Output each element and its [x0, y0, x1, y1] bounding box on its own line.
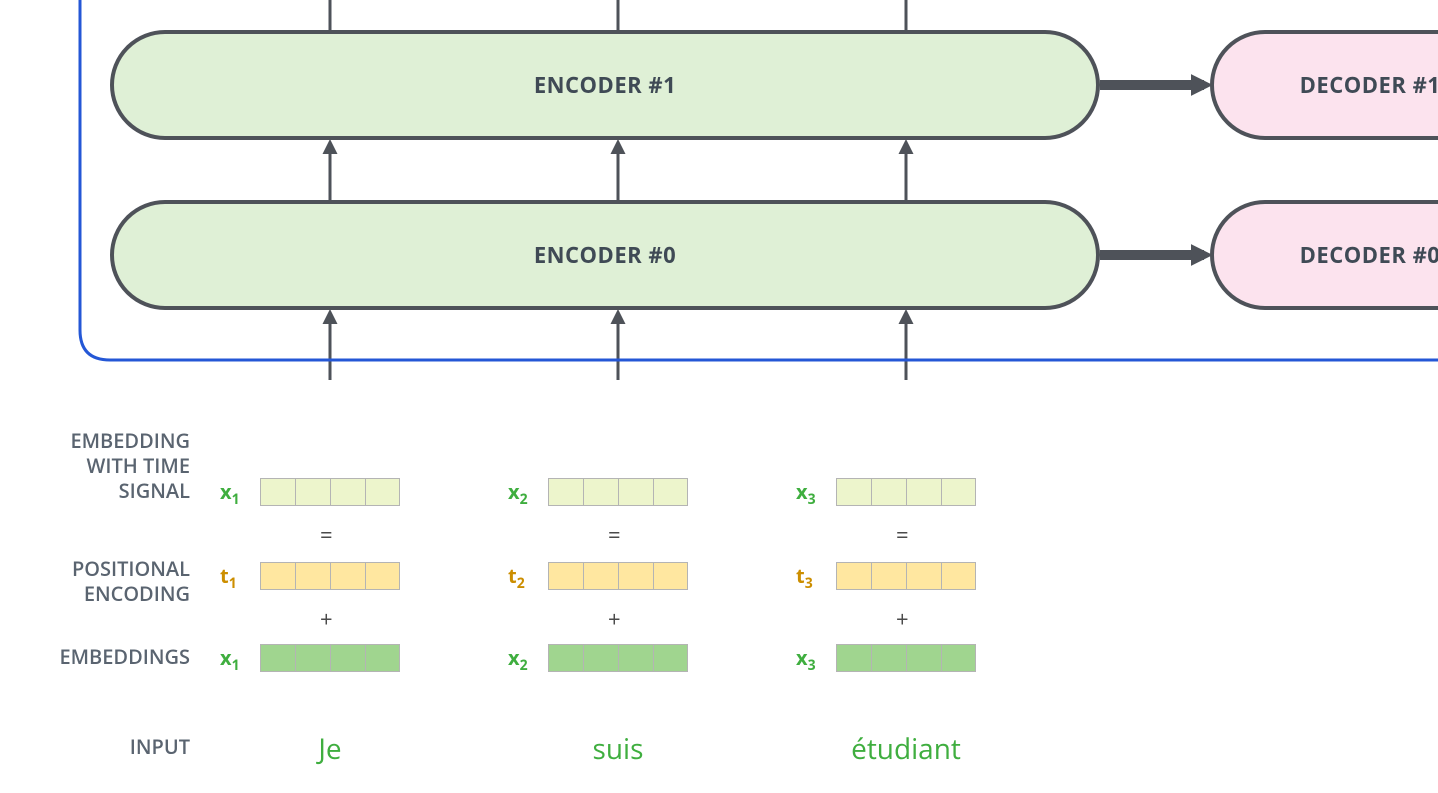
vector-t — [260, 562, 400, 590]
vector-label: x2 — [508, 478, 528, 509]
vector-label: t1 — [220, 562, 237, 593]
label-input: INPUT — [10, 734, 190, 759]
vector-label: x2 — [508, 644, 528, 675]
input-word: étudiant — [826, 730, 986, 768]
vector-t — [836, 562, 976, 590]
vector-x_ts — [260, 478, 400, 506]
vector-x — [260, 644, 400, 672]
operator-equals: = — [608, 520, 621, 550]
encoder-1-label: ENCODER #1 — [534, 70, 676, 100]
label-embedding-with-time-signal: EMBEDDINGWITH TIMESIGNAL — [10, 428, 190, 503]
decoder-1-label: DECODER #1 — [1300, 70, 1438, 100]
decoder-0-label: DECODER #0 — [1300, 240, 1438, 270]
vector-x — [836, 644, 976, 672]
vector-label: t2 — [508, 562, 525, 593]
decoder-1-block: DECODER #1 — [1210, 30, 1438, 140]
encoder-0-label: ENCODER #0 — [534, 240, 676, 270]
input-word: suis — [538, 730, 698, 768]
vector-x_ts — [548, 478, 688, 506]
vector-label: x1 — [220, 478, 240, 509]
operator-equals: = — [320, 520, 333, 550]
operator-equals: = — [896, 520, 909, 550]
operator-plus: + — [608, 604, 621, 634]
label-embeddings: EMBEDDINGS — [10, 644, 190, 669]
vector-x_ts — [836, 478, 976, 506]
encoder-1-block: ENCODER #1 — [110, 30, 1100, 140]
decoder-0-block: DECODER #0 — [1210, 200, 1438, 310]
vector-x — [548, 644, 688, 672]
vector-label: x3 — [796, 478, 816, 509]
encoder-0-block: ENCODER #0 — [110, 200, 1100, 310]
operator-plus: + — [896, 604, 909, 634]
label-positional-encoding: POSITIONALENCODING — [10, 556, 190, 606]
input-word: Je — [250, 730, 410, 768]
vector-t — [548, 562, 688, 590]
diagram-canvas: ENCODER #1 ENCODER #0 DECODER #1 DECODER… — [0, 0, 1438, 793]
operator-plus: + — [320, 604, 333, 634]
vector-label: x3 — [796, 644, 816, 675]
vector-label: x1 — [220, 644, 240, 675]
vector-label: t3 — [796, 562, 813, 593]
